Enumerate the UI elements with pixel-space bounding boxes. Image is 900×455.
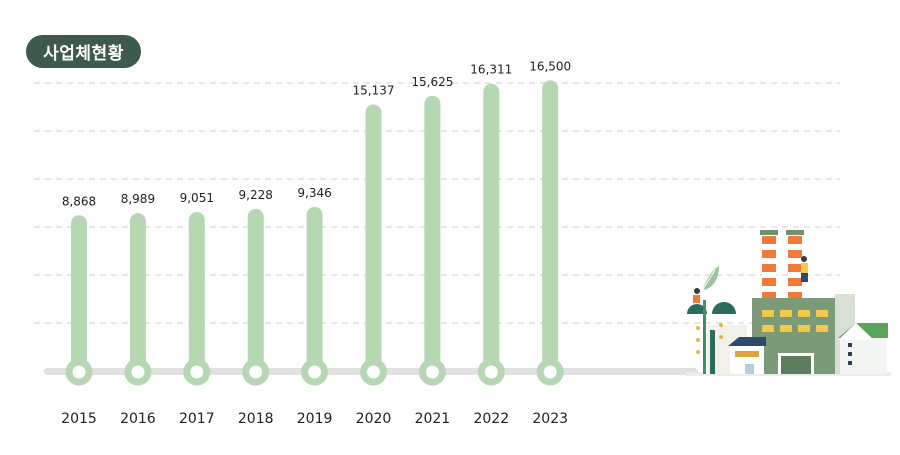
x-tick-label-2023: 2023 (532, 411, 568, 427)
bar-body-2022 (483, 83, 500, 373)
bar-body-2016 (129, 213, 146, 372)
bars-group (65, 80, 564, 386)
x-tick-label-2020: 2020 (356, 411, 392, 427)
bar-body-2019 (306, 206, 323, 372)
bar-body-2023 (542, 80, 559, 372)
bar-base-hole-2016 (131, 365, 145, 379)
bar-2021 (418, 95, 446, 386)
factory-city-illustration-icon (686, 230, 891, 376)
bar-body-2021 (424, 95, 441, 372)
value-label-2020: 15,137 (353, 83, 395, 97)
bar-2022 (477, 83, 505, 386)
bar-2015 (65, 215, 93, 386)
x-tick-label-2015: 2015 (61, 411, 97, 427)
bar-2016 (124, 213, 152, 386)
bar-base-hole-2017 (190, 365, 204, 379)
bar-2018 (242, 208, 270, 386)
value-label-2018: 9,228 (239, 188, 273, 202)
bar-body-2015 (71, 215, 87, 372)
value-label-2022: 16,311 (470, 63, 512, 77)
value-label-2017: 9,051 (180, 191, 214, 205)
value-label-2023: 16,500 (529, 59, 571, 73)
x-tick-label-2018: 2018 (238, 411, 274, 427)
bar-2023 (536, 80, 564, 386)
bar-2017 (183, 212, 211, 386)
value-labels-group: 8,868 8,989 9,051 9,228 9,346 15,137 15,625 16,… (62, 59, 571, 208)
bar-2020 (360, 104, 387, 386)
value-label-2015: 8,868 (62, 194, 96, 208)
bar-base-hole-2019 (308, 365, 322, 379)
value-label-2016: 8,989 (121, 192, 155, 206)
bar-base-hole-2021 (425, 365, 439, 379)
x-tick-label-2022: 2022 (473, 411, 509, 427)
x-tick-labels-group: 2015 2016 2017 2018 2019 2020 2021 2022 2023 (61, 411, 568, 427)
bar-base-hole-2022 (484, 365, 498, 379)
x-tick-label-2021: 2021 (415, 411, 451, 427)
bar-base-hole-2018 (249, 365, 263, 379)
x-tick-label-2017: 2017 (179, 411, 215, 427)
bar-body-2020 (365, 104, 382, 372)
x-tick-label-2016: 2016 (120, 411, 156, 427)
bar-base-hole-2020 (367, 365, 380, 379)
bar-2019 (301, 206, 329, 386)
value-label-2021: 15,625 (411, 75, 453, 89)
bar-base-hole-2023 (543, 365, 557, 379)
bar-body-2018 (247, 208, 264, 372)
value-label-2019: 9,346 (297, 186, 331, 200)
bar-body-2017 (188, 212, 205, 372)
chart-title-badge: 사업체현황 (26, 35, 141, 68)
x-tick-label-2019: 2019 (297, 411, 333, 427)
bar-base-hole-2015 (72, 365, 86, 379)
